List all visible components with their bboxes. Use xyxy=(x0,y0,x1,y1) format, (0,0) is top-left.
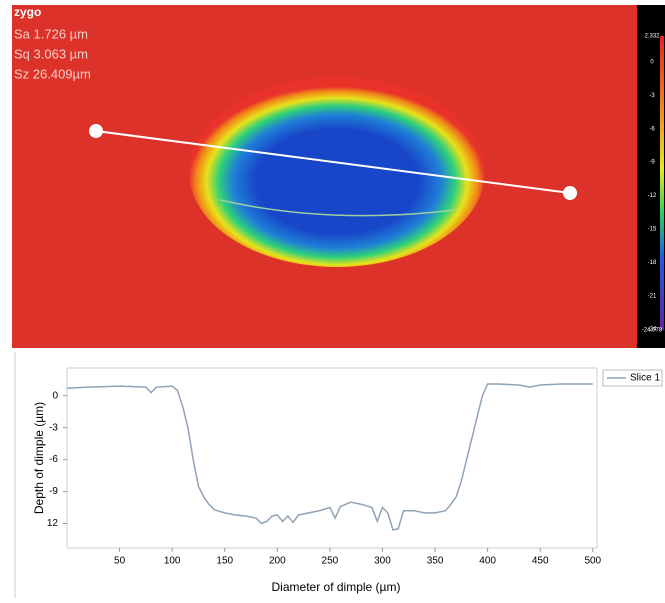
legend-label: Slice 1 xyxy=(630,373,660,384)
plot-frame xyxy=(66,367,598,549)
colorbar-label: -21 xyxy=(648,293,657,299)
x-tick-label: 400 xyxy=(479,556,496,567)
y-axis-label: Depth of dimple (µm) xyxy=(32,402,46,514)
chart-panel xyxy=(15,352,665,598)
x-tick-label: 50 xyxy=(114,556,126,567)
colorbar-label: -9 xyxy=(649,160,655,166)
series-line xyxy=(66,383,593,531)
x-tick-label: 150 xyxy=(216,556,233,567)
colorbar-label: -24 xyxy=(648,327,657,333)
x-tick-label: 100 xyxy=(164,556,181,567)
x-axis-label: Diameter of dimple (µm) xyxy=(272,580,401,594)
brand: zygo xyxy=(14,5,41,19)
colorbar xyxy=(660,36,664,330)
colorbar-label: -12 xyxy=(648,193,657,199)
colorbar-label: -24.078 xyxy=(642,328,663,334)
colorbar-label: -18 xyxy=(648,260,657,266)
stat: Sz 26.409µm xyxy=(14,66,91,81)
y-tick-label: -6 xyxy=(49,454,58,465)
stat: Sq 3.063 µm xyxy=(14,46,88,61)
y-tick-label: -3 xyxy=(49,422,58,433)
x-tick-label: 300 xyxy=(374,556,391,567)
colorbar-label: 2.332 xyxy=(644,34,660,40)
colorbar-label: 0 xyxy=(650,60,654,66)
colorbar-label: -6 xyxy=(649,126,655,132)
dimple xyxy=(189,77,485,267)
colorbar-label: -3 xyxy=(649,93,655,99)
stat: Sa 1.726 µm xyxy=(14,26,88,41)
slice-handle[interactable] xyxy=(89,124,103,138)
colorbar-label: -15 xyxy=(648,227,657,233)
x-tick-label: 450 xyxy=(532,556,549,567)
slice-line xyxy=(95,130,571,194)
legend xyxy=(602,369,663,387)
x-tick-label: 250 xyxy=(322,556,339,567)
x-tick-label: 200 xyxy=(269,556,286,567)
y-tick-label: -9 xyxy=(49,486,58,497)
slice-handle[interactable] xyxy=(563,186,577,200)
y-tick-label: 12 xyxy=(47,518,59,529)
y-tick-label: 0 xyxy=(52,390,58,401)
dimple-edge xyxy=(219,199,456,217)
x-tick-label: 350 xyxy=(427,556,444,567)
x-tick-label: 500 xyxy=(584,556,601,567)
